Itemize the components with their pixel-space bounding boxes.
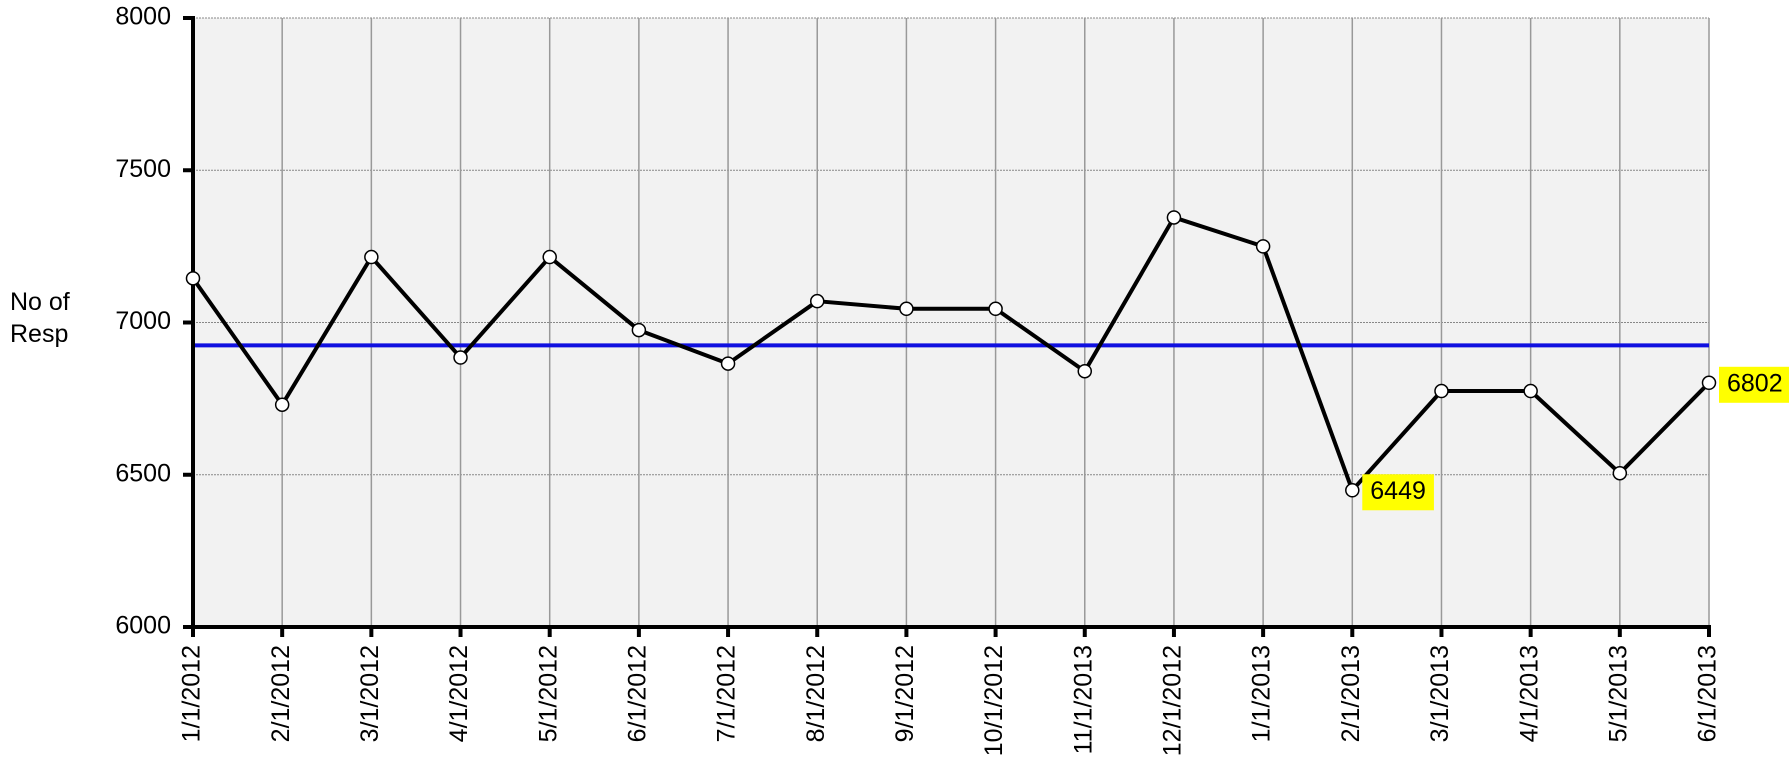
data-point xyxy=(1077,363,1093,379)
data-point xyxy=(899,301,914,317)
data-point xyxy=(453,350,468,365)
y-tick-label: 6500 xyxy=(115,459,171,487)
x-tick-label: 3/1/2012 xyxy=(356,645,384,742)
y-tick-label: 7000 xyxy=(115,307,171,335)
data-point xyxy=(1166,210,1182,225)
x-tick-label: 4/1/2013 xyxy=(1515,645,1543,742)
x-tick-label: 4/1/2012 xyxy=(445,645,473,742)
data-point xyxy=(988,301,1003,317)
data-label-box xyxy=(1362,474,1434,511)
x-tick-label: 12/1/2012 xyxy=(1159,645,1187,756)
x-tick-label: 9/1/2012 xyxy=(891,645,919,742)
x-tick-label: 6/1/2013 xyxy=(1694,645,1722,742)
x-tick-label: 10/1/2012 xyxy=(980,645,1008,756)
x-tick-label: 11/1/2013 xyxy=(1069,645,1097,754)
data-point xyxy=(1345,483,1360,498)
x-tick-label: 6/1/2012 xyxy=(623,645,651,742)
data-point xyxy=(809,293,825,309)
data-point xyxy=(364,249,379,265)
data-line xyxy=(191,215,1711,493)
x-tick-label: 5/1/2012 xyxy=(534,645,562,742)
x-tick-label: 1/1/2013 xyxy=(1248,645,1276,742)
x-tick-label: 2/1/2013 xyxy=(1337,645,1365,742)
y-tick-label: 8000 xyxy=(115,3,171,31)
data-point xyxy=(1701,375,1717,391)
y-tick-label: 7500 xyxy=(115,155,171,183)
x-tick-label: 8/1/2012 xyxy=(802,645,830,742)
y-axis-label: No of Resp xyxy=(10,288,70,348)
x-tick-label: 2/1/2012 xyxy=(267,645,295,742)
data-point xyxy=(631,322,647,338)
data-point xyxy=(1255,239,1271,254)
x-tick-label: 5/1/2013 xyxy=(1604,645,1632,742)
data-label: 6802 xyxy=(1727,369,1783,397)
data-point xyxy=(720,356,736,371)
y-tick-label: 6000 xyxy=(115,612,171,640)
x-tick-label: 3/1/2013 xyxy=(1426,645,1454,742)
data-point xyxy=(1434,383,1449,399)
data-point xyxy=(542,249,557,265)
data-point xyxy=(185,271,201,286)
data-label-box xyxy=(1719,366,1789,403)
data-point xyxy=(1612,465,1628,481)
x-tick-label: 1/1/2012 xyxy=(178,645,206,742)
data-point xyxy=(1523,383,1538,399)
data-point xyxy=(274,397,290,412)
data-label: 6449 xyxy=(1370,477,1426,505)
x-tick-label: 7/1/2012 xyxy=(713,645,741,742)
